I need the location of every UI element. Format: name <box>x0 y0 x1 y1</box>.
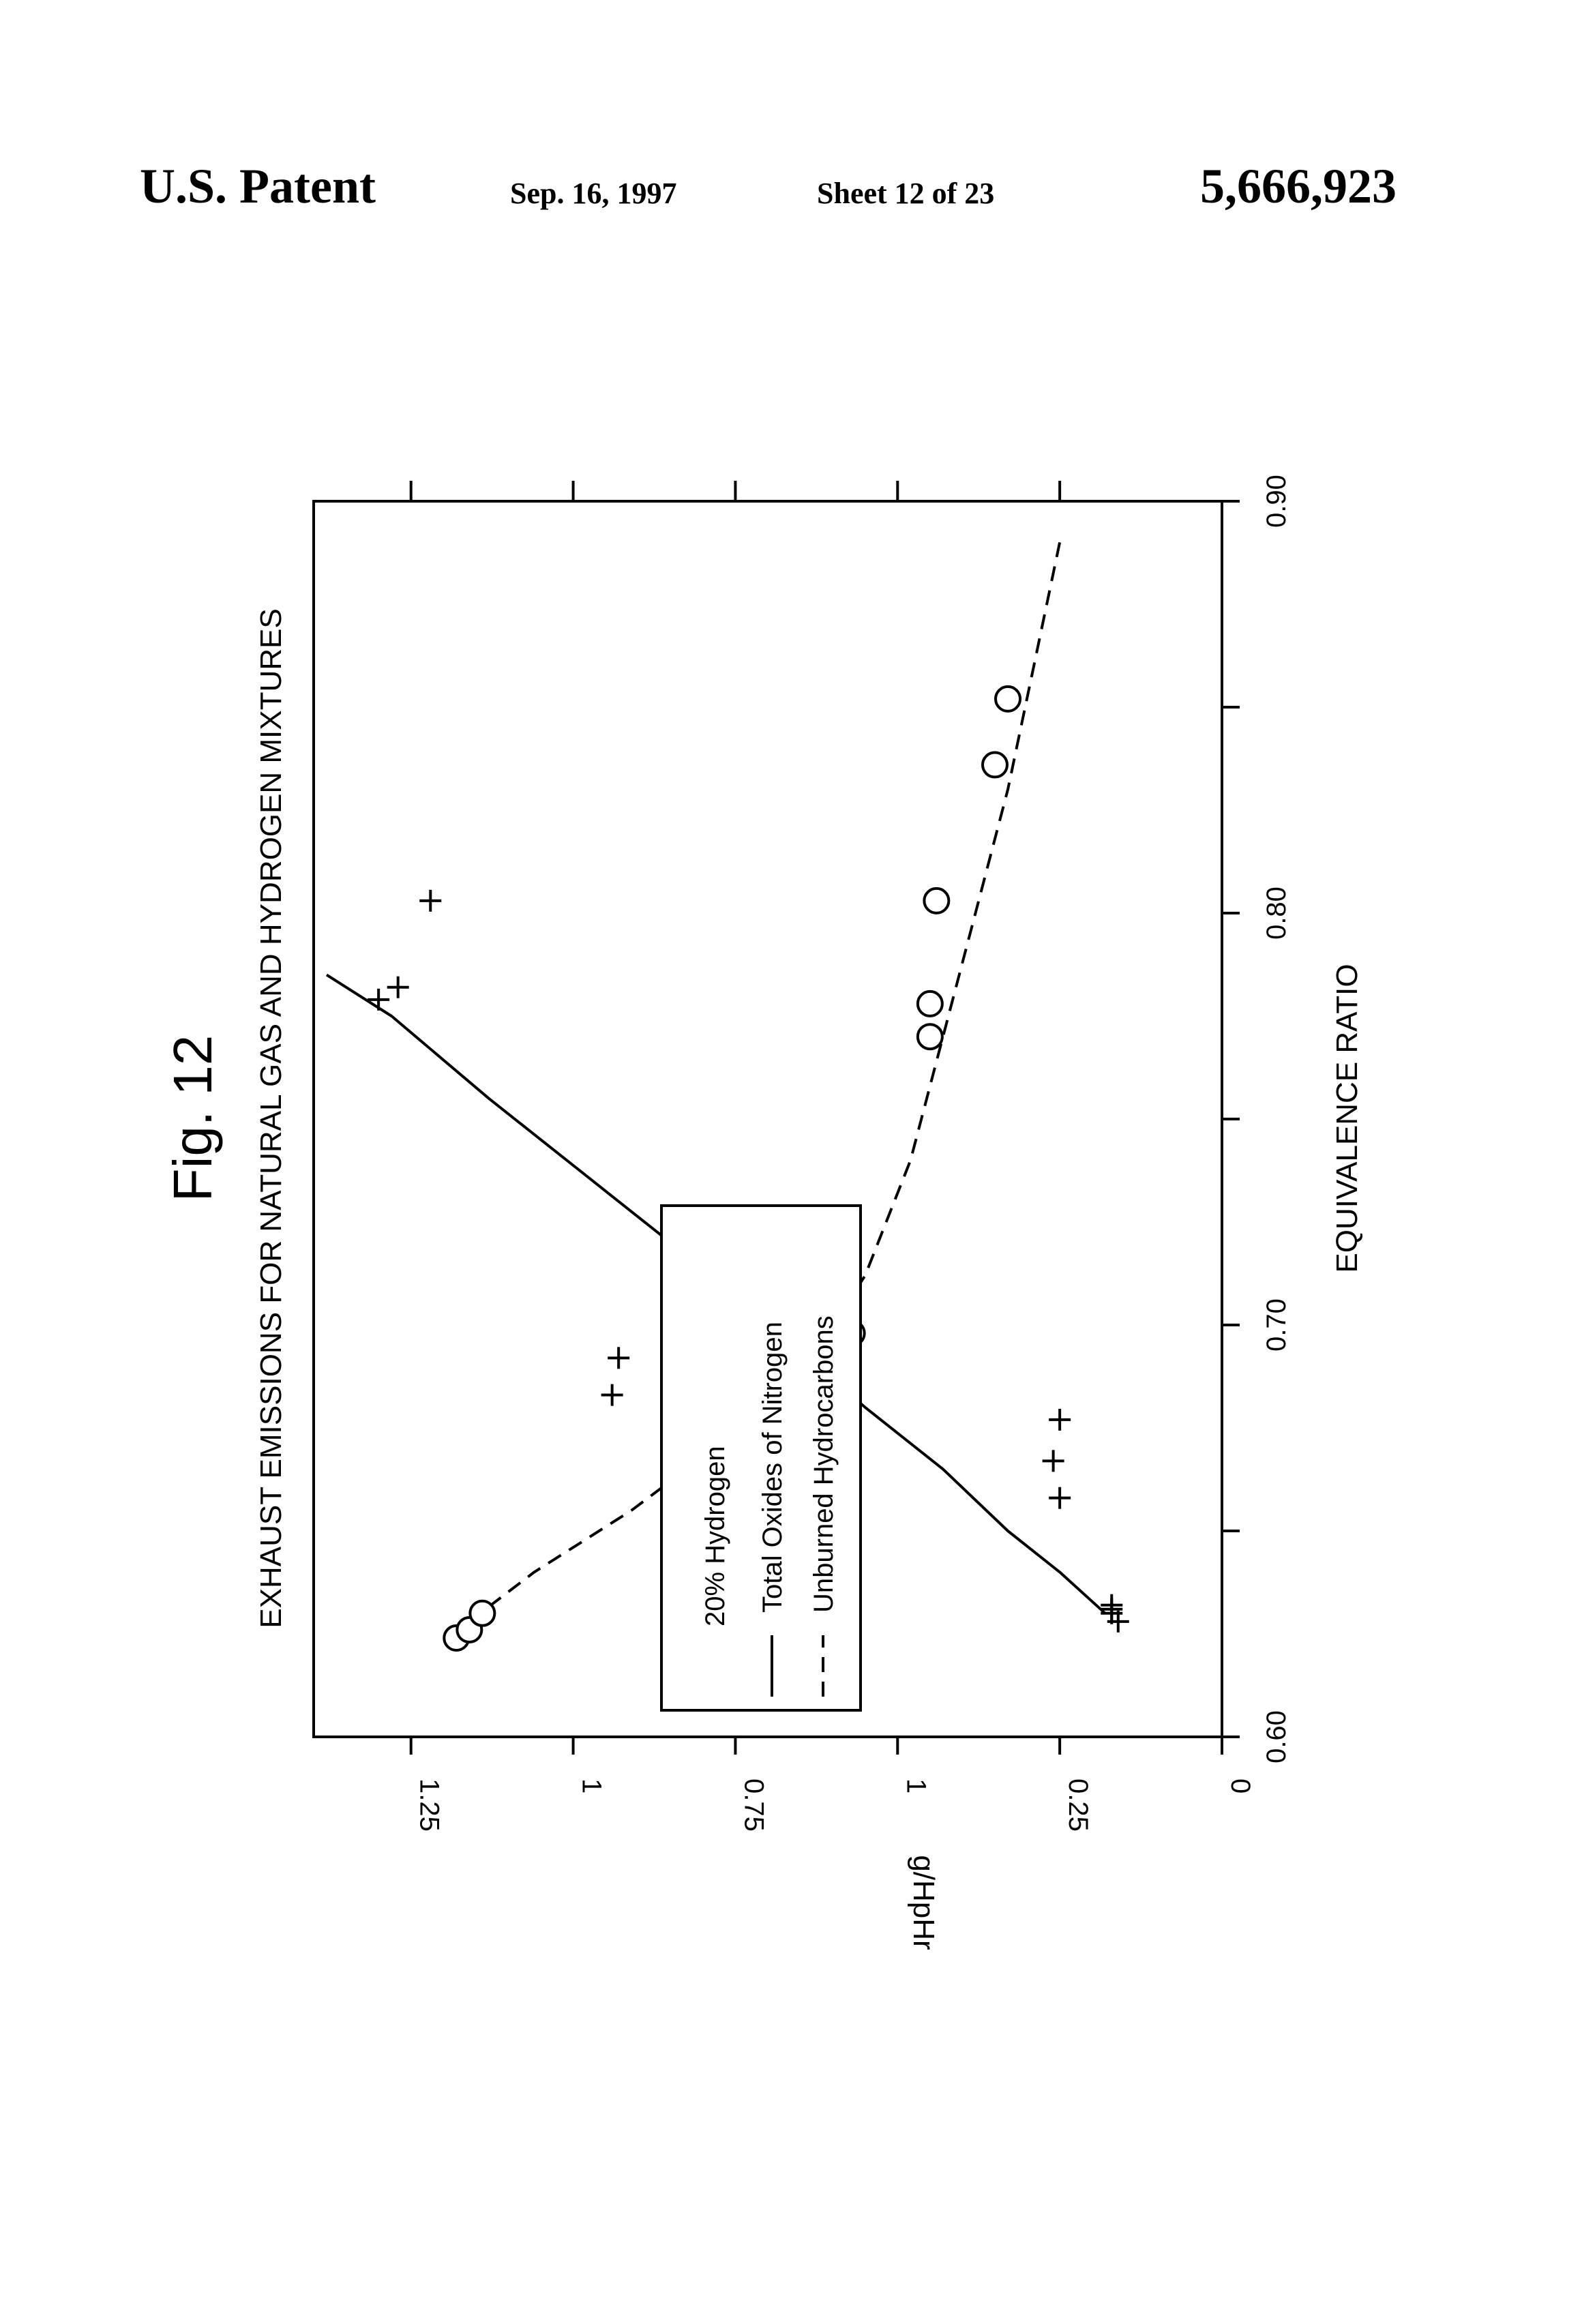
y-tick-label: 1 <box>577 1778 607 1793</box>
data-point-hydrocarbons <box>918 1024 942 1049</box>
data-point-hydrocarbons <box>983 753 1007 777</box>
x-tick-label: 0.90 <box>1262 475 1292 528</box>
y-tick-label: 0 <box>1225 1778 1255 1793</box>
data-point-hydrocarbons <box>924 889 949 913</box>
y-tick-label: 0.25 <box>1063 1778 1093 1832</box>
legend-label-nitrogen: Total Oxides of Nitrogen <box>758 1322 788 1613</box>
data-point-nitrogen <box>387 977 409 998</box>
x-tick-label: 0.70 <box>1262 1298 1292 1352</box>
data-point-nitrogen <box>608 1347 629 1369</box>
data-point-hydrocarbons <box>996 687 1020 711</box>
figure-label: Fig. 12 <box>162 1035 223 1202</box>
data-point-nitrogen <box>601 1384 623 1406</box>
data-point-nitrogen <box>1043 1450 1064 1472</box>
legend-title: 20% Hydrogen <box>700 1446 730 1626</box>
data-point-nitrogen <box>1049 1487 1071 1509</box>
x-tick-label: 0.60 <box>1262 1710 1292 1763</box>
data-point-nitrogen <box>419 890 441 912</box>
chart-title: EXHAUST EMISSIONS FOR NATURAL GAS AND HY… <box>254 608 288 1628</box>
x-axis-label: EQUIVALENCE RATIO <box>1330 964 1364 1272</box>
data-point-nitrogen <box>368 989 389 1011</box>
legend-label-hydrocarbons: Unburned Hydrocarbons <box>809 1315 839 1613</box>
y-tick-label: 1.25 <box>415 1778 445 1832</box>
data-point-nitrogen <box>1049 1409 1071 1431</box>
data-point-hydrocarbons <box>470 1601 494 1626</box>
y-tick-label: 0.75 <box>738 1778 768 1832</box>
x-tick-label: 0.80 <box>1262 887 1292 940</box>
y-tick-label: 1 <box>901 1778 931 1793</box>
y-axis-label: g/HpHr <box>907 1855 940 1950</box>
data-point-hydrocarbons <box>918 992 942 1016</box>
